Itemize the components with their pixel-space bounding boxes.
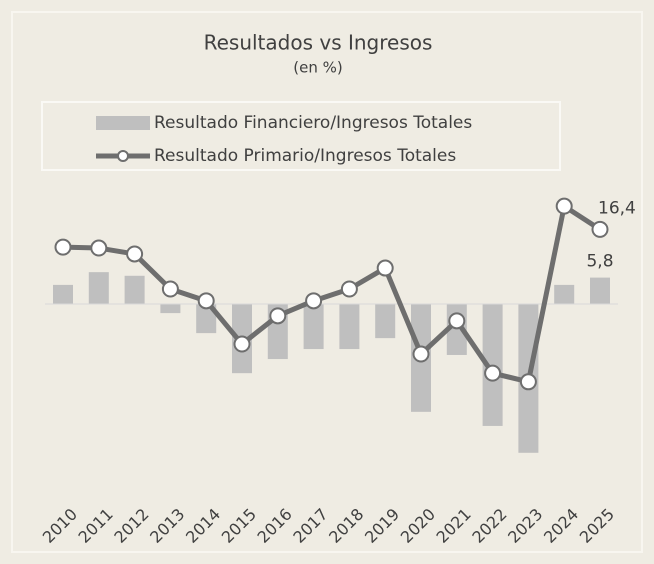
bar <box>339 304 360 350</box>
bar <box>554 284 575 304</box>
bar <box>53 284 73 304</box>
legend-label: Resultado Primario/Ingresos Totales <box>154 146 456 166</box>
bar <box>124 275 145 304</box>
line-marker <box>591 220 609 238</box>
bar <box>303 304 324 350</box>
line-marker <box>161 280 179 298</box>
chart-subtitle: (en %) <box>293 59 342 77</box>
line-marker <box>555 197 573 215</box>
line-marker <box>412 345 430 363</box>
chart-title: Resultados vs Ingresos <box>204 31 433 55</box>
line-marker <box>126 245 144 263</box>
line-marker <box>519 373 537 391</box>
data-label: 16,4 <box>598 198 636 218</box>
line-marker <box>197 292 215 310</box>
line <box>62 203 602 385</box>
bar <box>590 277 610 304</box>
line-marker <box>54 238 72 256</box>
bar <box>160 304 181 314</box>
legend-marker <box>117 150 129 162</box>
legend-label: Resultado Financiero/Ingresos Totales <box>154 113 472 133</box>
line-marker <box>233 335 251 353</box>
line-marker <box>376 259 394 277</box>
bar <box>196 304 217 334</box>
line-marker <box>484 364 502 382</box>
bar <box>88 272 109 304</box>
line-marker <box>90 239 108 257</box>
line-marker <box>448 312 466 330</box>
bar <box>375 304 396 339</box>
line-marker <box>340 280 358 298</box>
line-marker <box>305 292 323 310</box>
legend-swatch-bar <box>96 116 150 130</box>
frame <box>11 11 643 553</box>
line-marker <box>269 307 287 325</box>
legend-box <box>41 101 561 171</box>
data-label: 5,8 <box>586 252 613 272</box>
